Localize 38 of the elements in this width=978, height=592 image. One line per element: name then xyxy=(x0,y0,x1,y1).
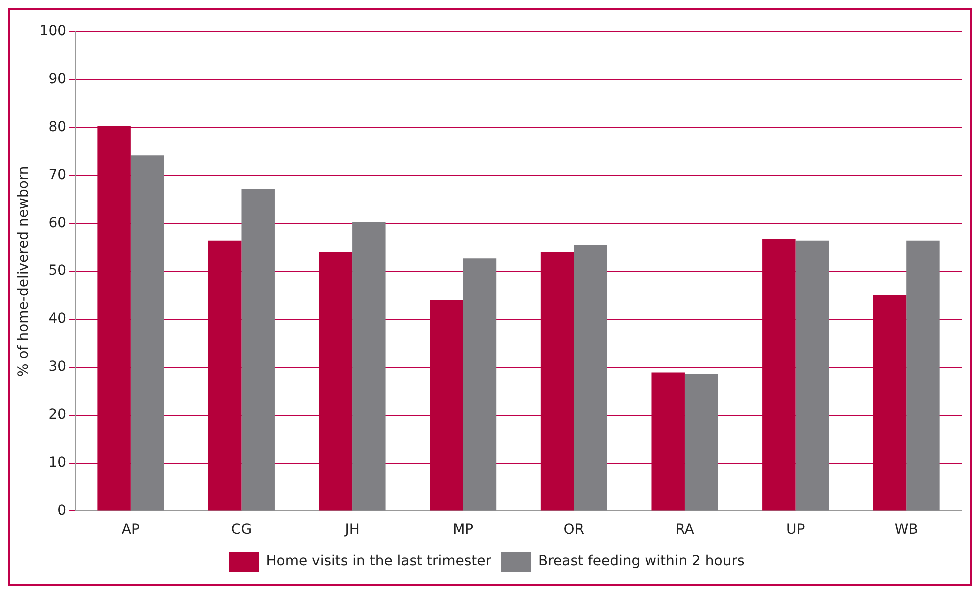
legend-label: Breast feeding within 2 hours xyxy=(538,554,745,570)
bar xyxy=(208,240,242,511)
bar xyxy=(352,222,386,511)
y-tick-label: 90 xyxy=(48,72,67,88)
y-tick-label: 70 xyxy=(48,167,67,184)
y-tick-label: 60 xyxy=(48,215,67,232)
bar xyxy=(762,239,796,511)
y-tick-label: 50 xyxy=(48,263,67,280)
x-tick-label: WB xyxy=(894,522,918,538)
bar xyxy=(463,258,497,511)
x-tick-label: UP xyxy=(786,522,806,538)
x-tick-label: RA xyxy=(676,522,695,538)
y-tick-label: 30 xyxy=(48,359,67,376)
x-tick-label: MP xyxy=(453,522,474,538)
y-tick-label: 20 xyxy=(48,407,67,423)
bar xyxy=(873,295,907,511)
x-tick-label: CG xyxy=(231,522,252,538)
legend-label: Home visits in the last trimester xyxy=(266,554,492,570)
x-tick-label: AP xyxy=(122,522,140,538)
x-tick-label: OR xyxy=(564,522,585,538)
bar xyxy=(652,372,685,511)
y-tick-label: 100 xyxy=(40,24,67,40)
x-tick-label: JH xyxy=(344,522,360,538)
bar xyxy=(130,156,164,511)
y-tick-label: 0 xyxy=(58,502,67,519)
y-tick-label: 40 xyxy=(48,311,67,328)
y-tick-label: 10 xyxy=(48,454,67,471)
y-tick-label: 80 xyxy=(48,119,67,136)
bar xyxy=(906,240,940,511)
bar xyxy=(684,374,718,511)
y-axis-title: % of home-delivered newborn xyxy=(16,166,32,377)
bar xyxy=(98,126,131,511)
bar xyxy=(430,300,464,511)
bar xyxy=(574,245,608,511)
bar xyxy=(242,189,275,511)
bar xyxy=(540,252,574,511)
bar xyxy=(796,240,830,511)
bar xyxy=(319,252,353,511)
